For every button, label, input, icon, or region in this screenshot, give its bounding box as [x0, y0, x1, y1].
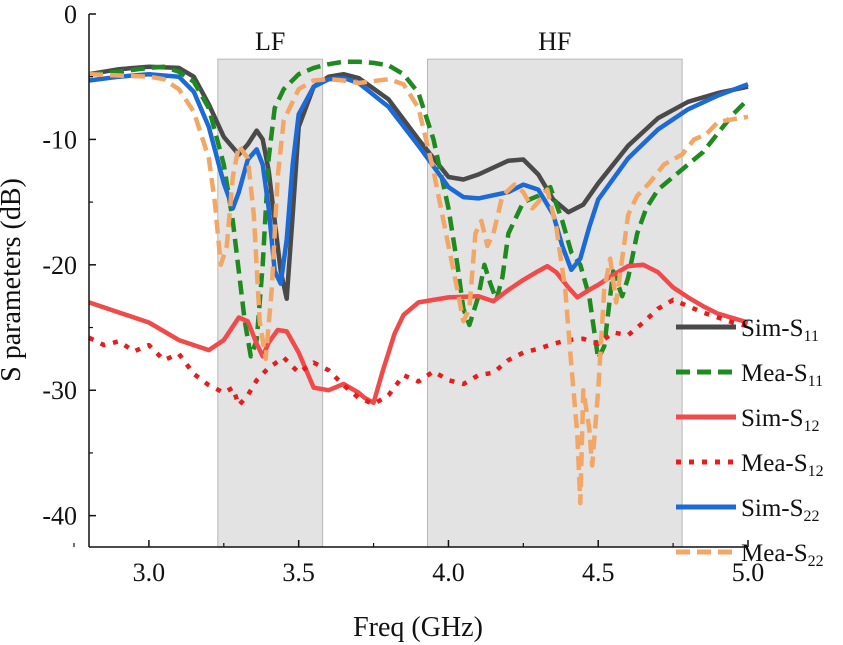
- y-tick-label: -10: [42, 125, 77, 154]
- x-tick-label: 5.0: [732, 558, 765, 587]
- legend-label: Sim-S12: [741, 405, 820, 435]
- x-tick-label: 4.0: [432, 558, 465, 587]
- legend-label: Mea-S22: [741, 540, 824, 570]
- y-tick-label: 0: [64, 0, 77, 29]
- y-tick-label: -30: [42, 376, 77, 405]
- series-line-sim-s12: [88, 262, 749, 406]
- series-line-mea-s22: [88, 71, 749, 506]
- x-tick-label: 3.0: [133, 558, 166, 587]
- y-tick-label: -20: [42, 251, 77, 280]
- x-axis-title: Freq (GHz): [353, 612, 483, 643]
- legend-label: Sim-S22: [741, 495, 820, 525]
- legend-subscript: 11: [808, 373, 823, 390]
- band-label-lf: LF: [255, 27, 285, 56]
- legend-subscript: 11: [804, 328, 819, 345]
- series-line-sim-s11: [88, 64, 749, 301]
- series-line-mea-s11: [88, 59, 750, 362]
- legend-subscript: 12: [808, 463, 824, 480]
- legend: Sim-S11 Mea-S11 Sim-S12 Mea-S12 Sim-S22 Mea-S…: [676, 315, 824, 570]
- legend-subscript: 22: [808, 553, 824, 570]
- legend-label: Sim-S11: [741, 315, 819, 345]
- legend-subscript: 12: [804, 418, 820, 435]
- legend-label: Mea-S11: [741, 360, 823, 390]
- band-label-hf: HF: [538, 27, 571, 56]
- y-axis-title: S parameters (dB): [0, 178, 27, 382]
- x-tick-label: 4.5: [582, 558, 615, 587]
- x-tick-label: 3.5: [282, 558, 315, 587]
- legend-label: Mea-S12: [741, 450, 824, 480]
- series-lines: [87, 59, 750, 506]
- legend-subscript: 22: [804, 508, 820, 525]
- y-tick-label: -40: [42, 502, 77, 531]
- axes: 3.0 3.5 4.0 4.5 5.0 0 -10 -20 -30 -40: [42, 0, 764, 587]
